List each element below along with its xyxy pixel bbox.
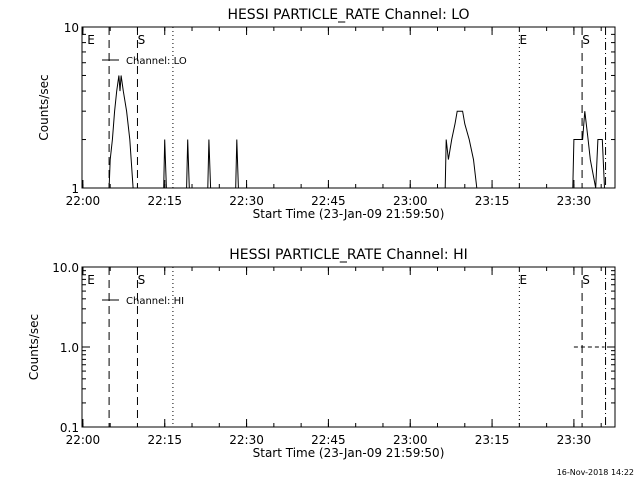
y-axis-label: Counts/sec bbox=[27, 314, 41, 380]
x-tick-label: 22:00 bbox=[66, 433, 101, 447]
event-marker-label: S bbox=[582, 33, 590, 47]
plot-frame bbox=[81, 266, 616, 428]
x-tick-label: 23:15 bbox=[475, 433, 510, 447]
event-marker-label: S bbox=[138, 33, 146, 47]
x-tick-label: 22:30 bbox=[229, 194, 264, 208]
panel-hi: HESSI PARTICLE_RATE Channel: HI 22:00 22:1… bbox=[27, 247, 616, 460]
event-marker-label: E bbox=[87, 33, 95, 47]
x-tick-label: 22:45 bbox=[311, 194, 346, 208]
x-tick-label: 23:30 bbox=[557, 194, 592, 208]
y-tick-label: 10 bbox=[64, 21, 79, 35]
legend-label: Channel: LO bbox=[126, 56, 187, 67]
event-marker-label: S bbox=[138, 273, 146, 287]
y-tick-label: 0.1 bbox=[60, 421, 79, 435]
event-marker-label: E bbox=[520, 273, 528, 287]
event-marker-label: E bbox=[520, 33, 528, 47]
y-axis-label: Counts/sec bbox=[37, 74, 51, 140]
x-tick-label: 22:00 bbox=[66, 194, 101, 208]
footer-stamp: 16-Nov-2018 14:22 bbox=[557, 468, 634, 477]
panel-lo: HESSI PARTICLE_RATE Channel: LO 22:00 22:1… bbox=[37, 7, 616, 221]
legend-label: Channel: HI bbox=[126, 296, 184, 307]
y-tick-label: 10.0 bbox=[52, 261, 79, 275]
x-tick-label: 22:30 bbox=[229, 433, 264, 447]
x-tick-label: 23:15 bbox=[475, 194, 510, 208]
x-axis-label: Start Time (23-Jan-09 21:59:50) bbox=[253, 446, 445, 460]
x-tick-label: 23:00 bbox=[393, 194, 428, 208]
data-series-line bbox=[108, 75, 605, 189]
y-tick-label: 1.0 bbox=[60, 341, 79, 355]
plot-frame bbox=[81, 26, 616, 189]
x-tick-label: 22:15 bbox=[147, 194, 182, 208]
x-tick-label: 22:15 bbox=[147, 433, 182, 447]
event-marker-label: S bbox=[582, 273, 590, 287]
x-axis-label: Start Time (23-Jan-09 21:59:50) bbox=[253, 207, 445, 221]
x-tick-label: 23:00 bbox=[393, 433, 428, 447]
event-marker-label: E bbox=[87, 273, 95, 287]
chart-title: HESSI PARTICLE_RATE Channel: HI bbox=[229, 247, 467, 263]
y-tick-label: 1 bbox=[71, 182, 79, 196]
chart-title: HESSI PARTICLE_RATE Channel: LO bbox=[227, 7, 469, 23]
x-tick-label: 23:30 bbox=[557, 433, 592, 447]
x-tick-label: 22:45 bbox=[311, 433, 346, 447]
